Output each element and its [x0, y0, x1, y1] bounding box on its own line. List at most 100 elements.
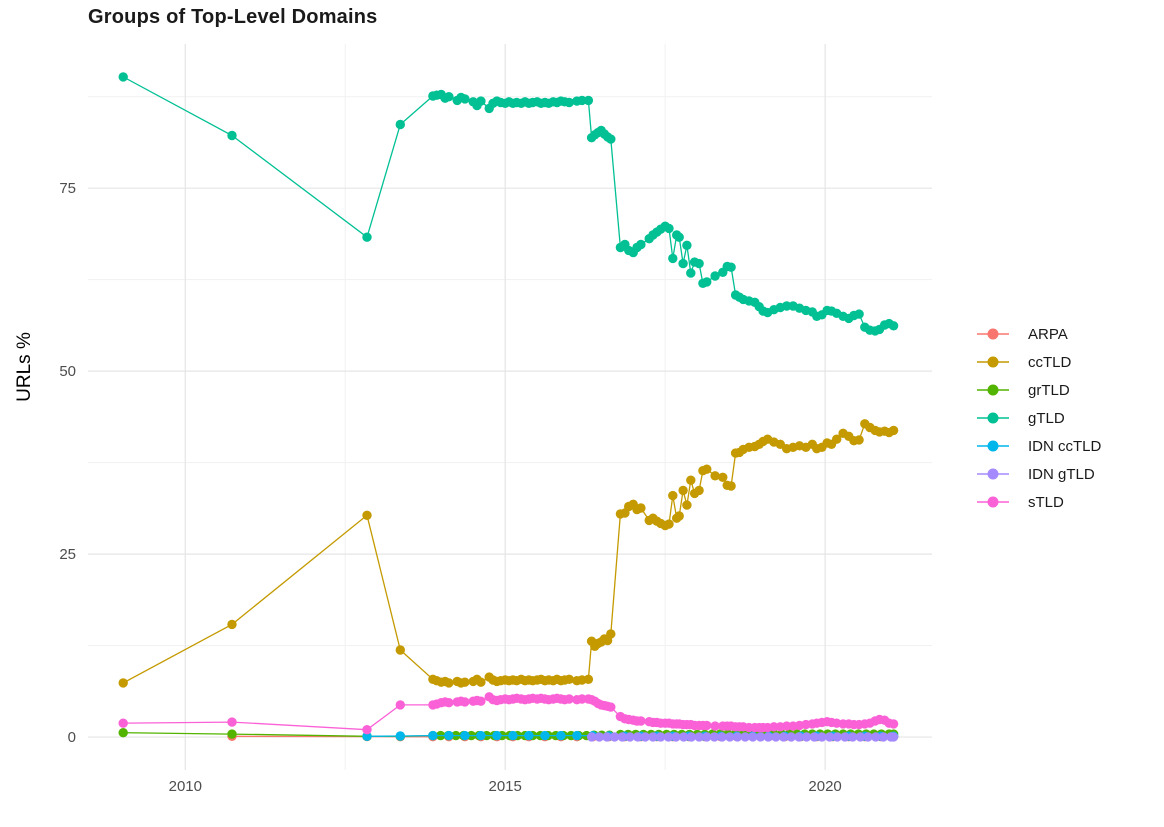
legend-key-icon [977, 440, 1009, 452]
data-point [694, 258, 704, 269]
y-tick-label: 25 [59, 546, 76, 563]
data-point [718, 472, 728, 482]
data-point [540, 730, 550, 741]
data-point [444, 678, 454, 688]
data-point [227, 619, 237, 630]
data-point [460, 94, 470, 104]
data-point [640, 732, 650, 742]
data-point [395, 731, 405, 741]
data-point [586, 732, 597, 742]
series-cctld [118, 419, 899, 688]
data-point [678, 485, 688, 496]
legend-label: ccTLD [1028, 353, 1072, 371]
chart-title: Groups of Top-Level Domains [88, 6, 378, 28]
data-point [476, 96, 486, 106]
legend-label: sTLD [1028, 493, 1064, 511]
data-point [832, 732, 842, 742]
data-point [888, 732, 899, 742]
data-point [888, 321, 899, 331]
legend-label: gTLD [1028, 409, 1065, 427]
data-point [362, 731, 372, 741]
data-point [617, 732, 627, 742]
data-point [726, 262, 736, 272]
data-point [682, 240, 692, 250]
legend-label: IDN gTLD [1028, 465, 1095, 483]
legend-item-grtld: grTLD [976, 376, 1101, 404]
y-axis-tick-labels: 0 25 50 75 [59, 180, 76, 746]
data-point [710, 721, 720, 731]
data-point [227, 729, 237, 739]
data-point [609, 732, 620, 742]
data-point [871, 732, 881, 742]
legend-key-dot [987, 384, 999, 396]
x-axis-tick-labels: 2010 2015 2020 [169, 778, 842, 795]
data-point [460, 677, 470, 687]
data-point [656, 732, 666, 742]
data-point [878, 732, 889, 742]
data-point [702, 464, 712, 474]
data-point [118, 678, 128, 688]
data-point [668, 253, 678, 264]
data-point [682, 500, 692, 510]
legend-label: IDN ccTLD [1028, 437, 1102, 455]
data-point [801, 732, 812, 742]
data-point [709, 732, 720, 742]
legend: ARPA ccTLD grTLD gTLD IDN ccTLD IDN gTLD sTLD [976, 320, 1101, 516]
data-point [809, 732, 819, 742]
data-point [428, 730, 438, 741]
data-point [460, 730, 470, 741]
data-point [824, 732, 835, 742]
data-point [694, 485, 704, 496]
data-point [674, 511, 684, 521]
data-point [362, 232, 372, 242]
legend-key-icon [977, 496, 1009, 508]
data-point [564, 674, 574, 684]
data-point [725, 732, 735, 742]
data-point [679, 732, 689, 742]
data-point [476, 677, 486, 687]
data-point [748, 732, 758, 742]
data-point [460, 697, 470, 707]
data-point [664, 519, 674, 529]
data-point [710, 471, 720, 481]
data-point [694, 732, 704, 742]
data-point [395, 119, 405, 130]
data-point [668, 490, 678, 501]
series-gtld [118, 72, 899, 336]
data-point [732, 732, 743, 742]
data-point [888, 425, 899, 436]
legend-key-dot [987, 412, 999, 424]
data-point [564, 694, 574, 704]
data-point [444, 730, 454, 741]
data-point [227, 130, 237, 141]
data-point [686, 732, 697, 742]
legend-key-icon [977, 328, 1009, 340]
gridlines-minor [88, 44, 932, 770]
data-point [606, 134, 616, 144]
data-point [395, 700, 405, 710]
data-point [786, 732, 796, 742]
legend-key-dot [987, 328, 999, 340]
data-point [594, 732, 604, 742]
data-point [854, 309, 864, 319]
data-point [702, 720, 712, 731]
data-point [556, 730, 566, 741]
legend-key-dot [987, 440, 999, 452]
legend-key-icon [977, 412, 1009, 424]
data-point [572, 730, 582, 741]
data-point [663, 732, 674, 742]
x-tick-label: 2010 [169, 778, 202, 795]
data-point [710, 271, 720, 281]
data-point [636, 503, 646, 513]
data-point [671, 732, 681, 742]
data-point [602, 732, 612, 742]
data-point [524, 730, 534, 741]
data-point [686, 475, 696, 485]
legend-key-dot [987, 496, 999, 508]
y-tick-label: 75 [59, 180, 76, 197]
data-point [726, 481, 736, 491]
legend-label: grTLD [1028, 381, 1070, 399]
legend-key-icon [977, 356, 1009, 368]
